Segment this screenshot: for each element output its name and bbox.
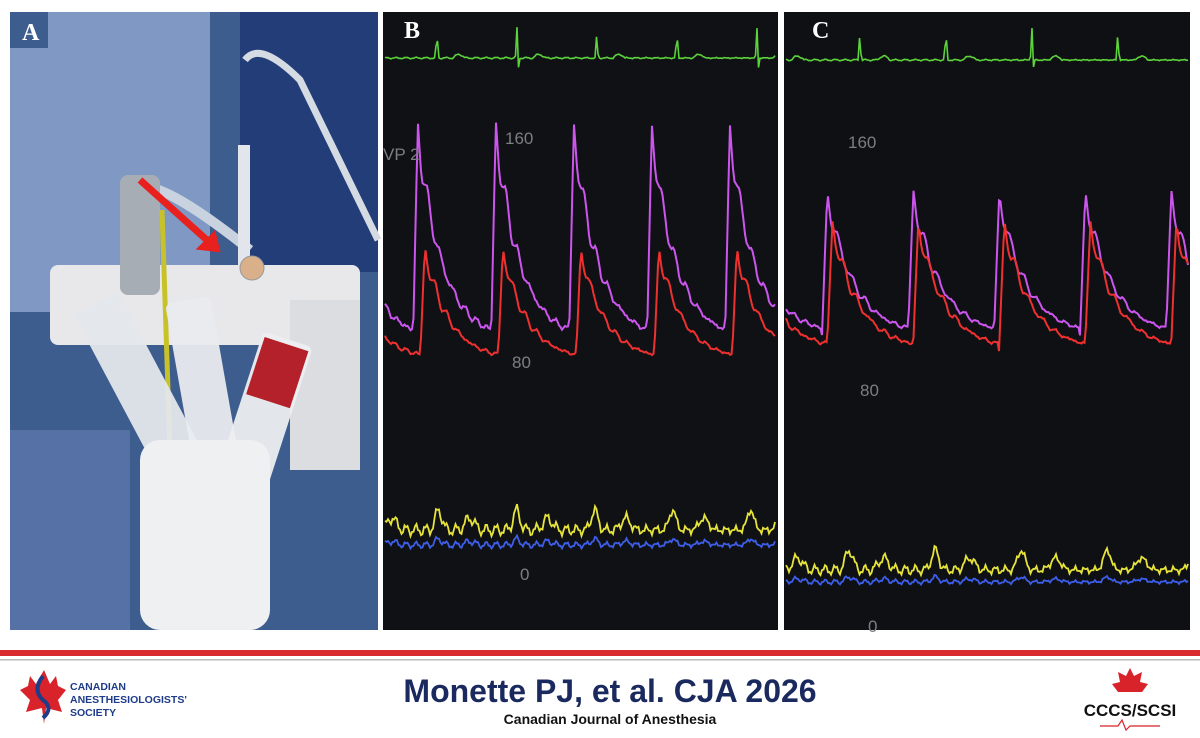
scale-label: 80 xyxy=(860,381,879,400)
logo-text: ANESTHESIOLOGISTS' xyxy=(70,694,187,706)
logo-text: CANADIAN xyxy=(70,681,126,693)
waveform xyxy=(384,503,776,540)
footer-rule xyxy=(0,659,1200,661)
waveform xyxy=(384,27,776,68)
logo-text: SOCIETY xyxy=(70,707,116,719)
waveform xyxy=(785,221,1189,352)
monitor-panel-c xyxy=(784,12,1190,630)
waveform xyxy=(785,544,1189,578)
waveform xyxy=(785,28,1189,68)
journal-name: Canadian Journal of Anesthesia xyxy=(504,711,717,727)
photo-panel-a xyxy=(10,12,382,630)
scale-label: 160 xyxy=(848,133,876,152)
panel-label: C xyxy=(812,18,829,44)
scale-label: 80 xyxy=(512,353,531,372)
csa-logo: CANADIAN ANESTHESIOLOGISTS' SOCIETY xyxy=(20,670,187,724)
scale-label: 160 xyxy=(505,129,533,148)
waveform xyxy=(785,190,1189,336)
footer-bar xyxy=(0,650,1200,656)
scale-label: 0 xyxy=(868,617,877,636)
monitor-panel-b xyxy=(383,12,778,630)
citation: Monette PJ, et al. CJA 2026 xyxy=(403,673,816,709)
waveform xyxy=(384,122,776,332)
waveform xyxy=(384,250,776,357)
panel-label: A xyxy=(22,20,40,46)
waveform xyxy=(384,533,776,551)
logo-text: CCCS/SCSI xyxy=(1084,701,1177,720)
waveform xyxy=(785,573,1189,587)
scale-label: 0 xyxy=(520,565,529,584)
cccs-logo: CCCS/SCSI xyxy=(1084,668,1177,732)
panel-label: B xyxy=(404,18,420,44)
waveforms xyxy=(384,27,1189,587)
channel-label: VP 2 xyxy=(383,145,420,164)
